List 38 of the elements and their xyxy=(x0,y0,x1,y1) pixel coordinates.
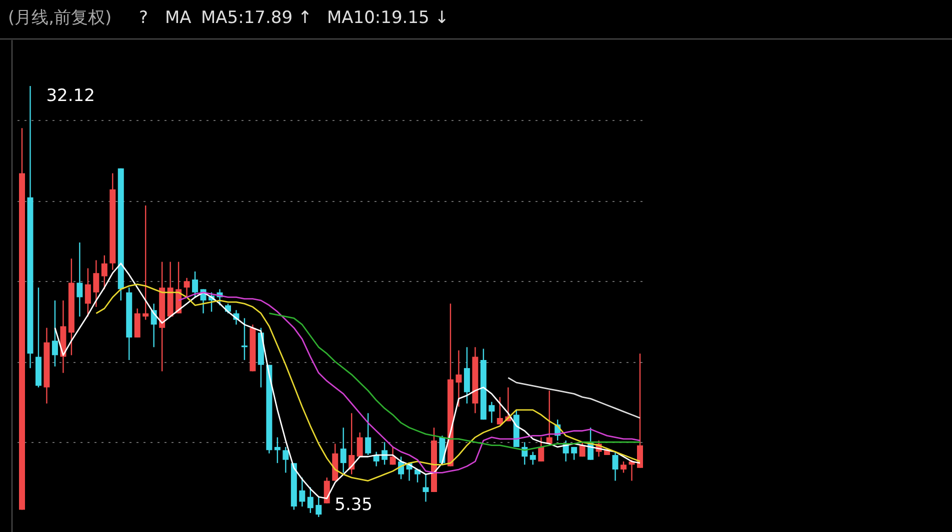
candlestick xyxy=(456,350,462,408)
text: MA xyxy=(165,8,192,28)
candlestick xyxy=(340,427,346,474)
candlestick xyxy=(530,451,536,466)
text: MA10:19.15 ↓ xyxy=(327,8,449,28)
candlestick xyxy=(52,300,58,368)
candlestick xyxy=(390,446,396,466)
text: MA5:17.89 ↑ xyxy=(201,8,312,28)
candlestick xyxy=(637,352,643,468)
candlestick xyxy=(282,446,289,474)
candlestick xyxy=(382,442,388,466)
candlestick xyxy=(299,476,306,508)
chart-title: (月线,前复权) xyxy=(8,8,112,28)
candlestick xyxy=(488,401,495,424)
candlestick xyxy=(241,318,248,361)
candlestick xyxy=(274,436,280,464)
candlestick xyxy=(93,260,100,308)
candlestick xyxy=(307,486,314,514)
text: ? xyxy=(139,8,148,28)
candlestick xyxy=(184,277,190,298)
candlestick xyxy=(612,451,618,482)
candlestick xyxy=(356,432,363,458)
candlestick xyxy=(571,446,578,460)
candlestick xyxy=(84,268,91,318)
candlestick xyxy=(496,396,503,426)
candlestick xyxy=(365,412,372,456)
candlestick xyxy=(101,254,108,290)
candlestick xyxy=(142,204,149,320)
candlestick xyxy=(620,460,627,474)
annotation: 32.12 xyxy=(46,86,95,106)
annotation: 5.35 xyxy=(334,495,372,515)
candlestick xyxy=(538,436,544,462)
candlestick xyxy=(192,270,198,298)
candlestick xyxy=(373,451,380,467)
candlestick xyxy=(579,442,586,458)
candlestick xyxy=(76,242,83,318)
candlestick xyxy=(316,496,322,518)
candlestick xyxy=(422,474,429,502)
